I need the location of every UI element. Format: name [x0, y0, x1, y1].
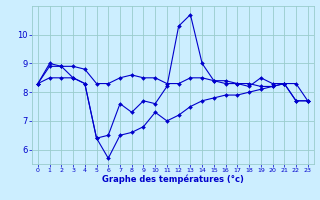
X-axis label: Graphe des températures (°c): Graphe des températures (°c) — [102, 175, 244, 184]
